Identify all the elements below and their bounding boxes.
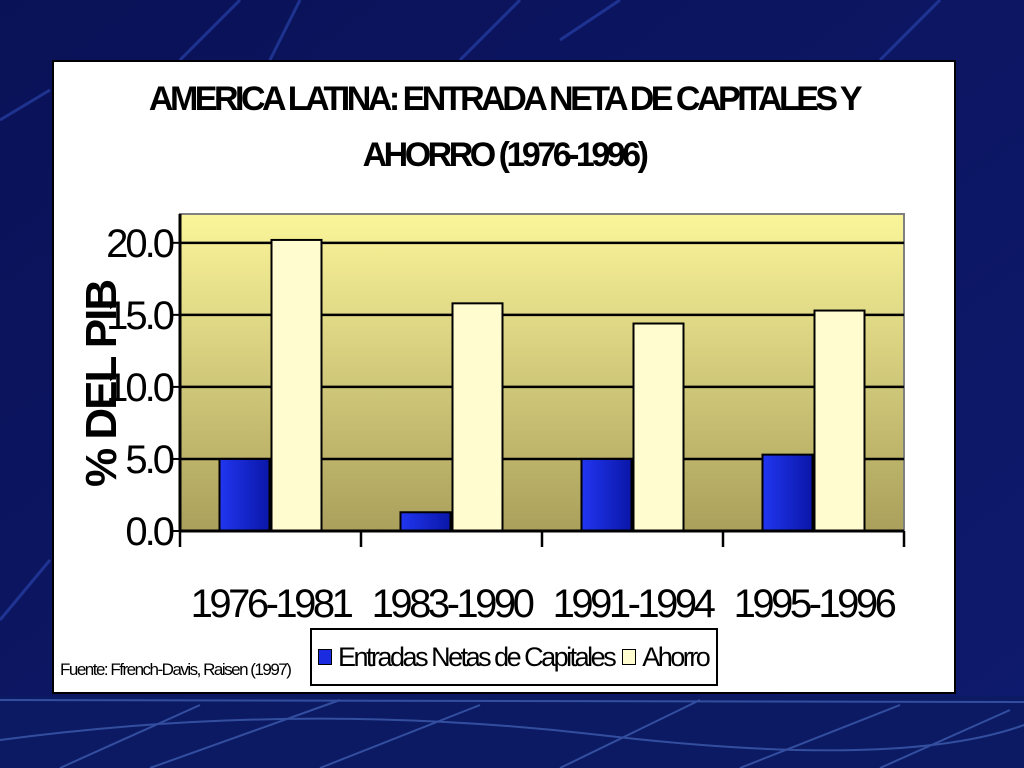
bar-capitales-1991-1994 bbox=[580, 457, 633, 533]
y-axis-title: % DEL PIB bbox=[77, 280, 126, 487]
bar-capitales-1983-1990 bbox=[399, 511, 452, 533]
y-tick-label: 20.0 bbox=[106, 222, 174, 266]
x-tick-label: 1976-1981 bbox=[191, 582, 353, 626]
bar-ahorro-1983-1990 bbox=[451, 302, 504, 532]
bars bbox=[218, 238, 866, 533]
legend-item-capitales: Entradas Netas de Capitales bbox=[318, 641, 617, 673]
source-note: Fuente: Ffrench-Davis, Raisen (1997) bbox=[60, 660, 292, 679]
x-tick-label: 1991-1994 bbox=[553, 582, 716, 626]
bar-capitales-1976-1981 bbox=[218, 457, 271, 533]
chart-panel: 0.0 5.0 10.0 15.0 20.0 1976-1981 1983-1990 1991… bbox=[52, 60, 956, 694]
legend-item-ahorro: Ahorro bbox=[622, 641, 711, 673]
legend-label-capitales: Entradas Netas de Capitales bbox=[338, 641, 617, 672]
x-tick-label: 1983-1990 bbox=[372, 582, 534, 626]
y-tick-label: 5.0 bbox=[125, 438, 173, 482]
bar-ahorro-1976-1981 bbox=[270, 238, 323, 532]
y-tick-label: 15.0 bbox=[106, 294, 174, 338]
bar-capitales-1995-1996 bbox=[761, 453, 814, 532]
chart-title-line-1: AMERICA LATINA: ENTRADA NETA DE CAPITALE… bbox=[148, 80, 863, 118]
tick-labels: 0.0 5.0 10.0 15.0 20.0 1976-1981 1983-1990 1991… bbox=[106, 222, 899, 626]
chart-title-line-2: AHORRO (1976-1996) bbox=[362, 136, 649, 174]
y-tick-label: 0.0 bbox=[125, 510, 173, 554]
legend-swatch-ahorro bbox=[622, 649, 637, 665]
bar-ahorro-1995-1996 bbox=[813, 309, 866, 532]
legend-label-ahorro: Ahorro bbox=[642, 641, 711, 672]
bar-chart: 0.0 5.0 10.0 15.0 20.0 1976-1981 1983-1990 1991… bbox=[106, 213, 906, 626]
legend: Entradas Netas de Capitales Ahorro bbox=[310, 628, 718, 686]
y-tick-label: 10.0 bbox=[106, 366, 174, 410]
bar-ahorro-1991-1994 bbox=[632, 322, 685, 532]
x-tick-label: 1995-1996 bbox=[734, 582, 896, 626]
legend-swatch-capitales bbox=[318, 649, 332, 665]
axes bbox=[172, 214, 906, 547]
